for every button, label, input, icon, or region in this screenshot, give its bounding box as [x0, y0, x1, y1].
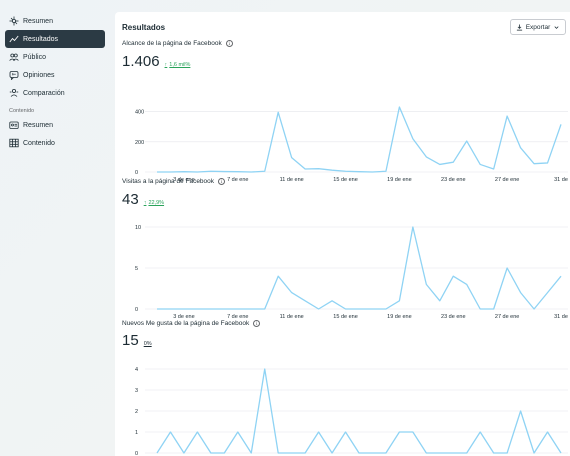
export-button[interactable]: Exportar	[510, 19, 566, 35]
sidebar-item-label: Resumen	[23, 121, 53, 129]
series-line	[157, 106, 562, 173]
sidebar-item-label: Contenido	[23, 139, 55, 147]
x-tick-label: 31 de	[554, 314, 568, 320]
x-tick-label: 31 de	[554, 177, 568, 183]
y-tick-label: 1	[135, 430, 138, 436]
arrow-up-icon: ↑	[164, 62, 168, 68]
y-tick-label: 4	[135, 367, 138, 373]
visits-line-chart: 0 5 10 3 de ene 7 de ene 11 de ene 15 de ene 19…	[135, 225, 568, 320]
download-icon	[516, 23, 523, 31]
chevron-down-icon	[553, 24, 560, 31]
y-tick-label: 0	[135, 170, 138, 176]
sidebar-item-contenido-resumen[interactable]: Resumen	[5, 116, 105, 134]
section-label-contenido: Contenido	[9, 108, 35, 114]
y-tick-label: 400	[135, 110, 144, 116]
sparkle-icon	[9, 16, 19, 26]
y-tick-label: 3	[135, 388, 138, 394]
info-icon[interactable]: i	[253, 320, 261, 327]
metric-value-reach: 1.406 ↑ 1,6 mil%	[122, 53, 190, 70]
x-tick-label: 11 de ene	[280, 177, 304, 183]
metric-title-likes: Nuevos Me gusta de la página de Facebook…	[122, 320, 261, 327]
sidebar-item-label: Resultados	[23, 35, 59, 43]
results-panel: Resultados Exportar Alcance de la página…	[115, 12, 570, 456]
sidebar: Resumen Resultados Público Opiniones Com…	[0, 0, 110, 456]
y-tick-label: 10	[135, 225, 141, 231]
metric-title-text: Nuevos Me gusta de la página de Facebook	[122, 320, 250, 327]
x-tick-label: 7 de ene	[227, 314, 248, 320]
table-icon	[9, 138, 19, 148]
metric-change[interactable]: ↑ 22,9%	[144, 200, 164, 206]
x-tick-label: 7 de ene	[227, 177, 248, 183]
y-tick-label: 200	[135, 140, 144, 146]
arrow-up-icon: ↑	[143, 200, 147, 206]
x-tick-label: 11 de ene	[280, 314, 304, 320]
sidebar-item-resumen[interactable]: Resumen	[5, 12, 105, 30]
reach-line-chart: 0 200 400 3 de ene 7 de ene 11 de ene 15 de en…	[135, 106, 568, 183]
info-icon[interactable]: i	[218, 178, 226, 185]
metric-value-text: 1.406	[122, 53, 160, 70]
x-tick-label: 27 de ene	[495, 177, 519, 183]
metric-value-text: 43	[122, 191, 139, 208]
trend-icon	[9, 34, 19, 44]
y-tick-label: 2	[135, 409, 138, 415]
metric-value-visits: 43 ↑ 22,9%	[122, 191, 164, 208]
y-tick-label: 0	[135, 451, 138, 456]
metric-change-text: 1,6 mil%	[169, 62, 191, 68]
sidebar-item-label: Público	[23, 53, 46, 61]
metric-value-likes: 15 0%	[122, 332, 152, 349]
audience-icon	[9, 52, 19, 62]
sidebar-item-comparacion[interactable]: Comparación	[5, 84, 105, 102]
x-tick-label: 15 de ene	[333, 314, 357, 320]
metric-change-text: 0%	[143, 341, 152, 347]
metric-change[interactable]: 0%	[144, 341, 152, 347]
metric-value-text: 15	[122, 332, 139, 349]
page-title: Resultados	[122, 23, 166, 32]
sidebar-item-resultados[interactable]: Resultados	[5, 30, 105, 48]
y-tick-label: 0	[135, 307, 138, 313]
x-tick-label: 23 de ene	[441, 177, 465, 183]
content-overview-icon	[9, 120, 19, 130]
metric-title-text: Alcance de la página de Facebook	[122, 40, 222, 47]
export-label: Exportar	[525, 23, 551, 31]
compare-icon	[9, 88, 19, 98]
sidebar-item-publico[interactable]: Público	[5, 48, 105, 66]
sidebar-item-label: Opiniones	[23, 71, 55, 79]
metric-title-visits: Visitas a la página de Facebook i	[122, 178, 226, 185]
chat-icon	[9, 70, 19, 80]
x-tick-label: 15 de ene	[333, 177, 357, 183]
metric-change[interactable]: ↑ 1,6 mil%	[165, 62, 191, 68]
metric-title-reach: Alcance de la página de Facebook i	[122, 40, 233, 47]
x-tick-label: 23 de ene	[441, 314, 465, 320]
sidebar-item-label: Comparación	[23, 89, 65, 97]
info-icon[interactable]: i	[225, 40, 233, 47]
metric-title-text: Visitas a la página de Facebook	[122, 178, 215, 185]
metric-change-text: 22,9%	[148, 200, 165, 206]
sidebar-item-opiniones[interactable]: Opiniones	[5, 66, 105, 84]
x-tick-label: 19 de ene	[387, 177, 411, 183]
x-tick-label: 3 de ene	[173, 314, 194, 320]
sidebar-item-contenido[interactable]: Contenido	[5, 134, 105, 152]
x-tick-label: 3 de ene	[173, 177, 194, 183]
y-tick-label: 5	[135, 266, 138, 272]
sidebar-item-label: Resumen	[23, 17, 53, 25]
x-tick-label: 27 de ene	[495, 314, 519, 320]
x-tick-label: 19 de ene	[387, 314, 411, 320]
